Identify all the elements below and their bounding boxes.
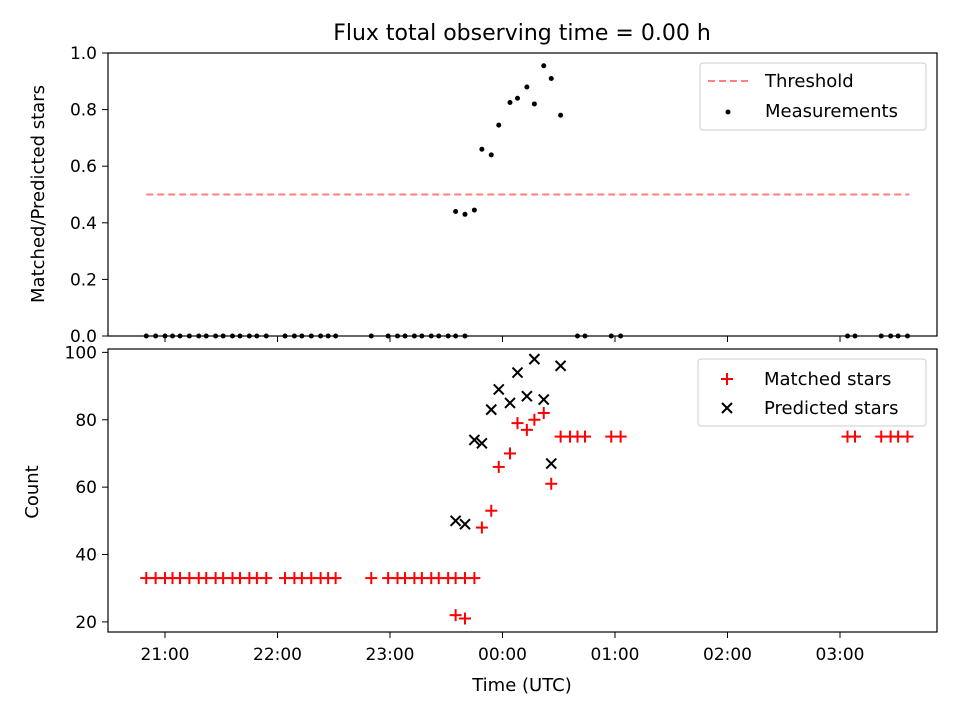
legend-predicted-label: Predicted stars bbox=[764, 398, 898, 419]
measurement-point bbox=[507, 100, 513, 106]
legend-matched-label: Matched stars bbox=[764, 369, 891, 390]
measurement-point bbox=[531, 101, 537, 107]
count-legend: Matched stars Predicted stars bbox=[697, 358, 927, 427]
measurement-point bbox=[471, 207, 477, 213]
count-y-tick-label: 40 bbox=[75, 546, 97, 566]
predicted-star-point bbox=[485, 403, 497, 416]
x-tick-label: 01:00 bbox=[591, 645, 640, 665]
predicted-star-point bbox=[449, 515, 462, 527]
predicted-star-point bbox=[468, 434, 481, 446]
ratio-y-tick-label: 0.6 bbox=[70, 157, 97, 177]
legend-matched-swatch bbox=[721, 373, 733, 385]
legend-measurements-swatch bbox=[725, 109, 731, 115]
predicted-star-point bbox=[545, 457, 557, 470]
matched-star-point bbox=[492, 460, 505, 473]
count-panel: 20 40 60 80 100 21:00 22:00 23:00 00:00 01:00 02:… bbox=[22, 343, 938, 696]
ratio-legend: Threshold Measurements bbox=[699, 62, 927, 131]
matched-star-point bbox=[260, 572, 273, 585]
count-plot-frame bbox=[107, 348, 938, 633]
measurement-point bbox=[558, 112, 564, 118]
ratio-panel: 0.0 0.2 0.4 0.6 0.8 1.0 Matched/Predicted sta… bbox=[28, 44, 938, 347]
matched-star-point bbox=[485, 504, 498, 517]
ratio-y-axis-label: Matched/Predicted stars bbox=[28, 85, 49, 303]
x-axis-label: Time (UTC) bbox=[471, 675, 572, 696]
x-tick-label: 22:00 bbox=[253, 645, 302, 665]
legend-predicted-swatch bbox=[721, 402, 733, 414]
matched-star-point bbox=[849, 430, 861, 443]
x-tick-label: 03:00 bbox=[816, 645, 865, 665]
predicted-star-point bbox=[554, 360, 567, 372]
matched-star-point bbox=[468, 572, 481, 585]
measurement-point bbox=[515, 95, 520, 101]
figure-title: Flux total observing time = 0.00 h bbox=[333, 21, 711, 46]
matched-star-point bbox=[614, 430, 627, 443]
matched-star-point bbox=[459, 612, 471, 625]
matched-star-point bbox=[449, 609, 462, 622]
matched-star-point bbox=[329, 572, 342, 585]
x-tick-label: 21:00 bbox=[141, 645, 190, 665]
ratio-y-tick-label: 0.2 bbox=[70, 270, 97, 290]
count-y-axis-label: Count bbox=[22, 465, 43, 518]
predicted-star-point bbox=[528, 353, 541, 365]
count-y-tick-label: 20 bbox=[75, 613, 97, 633]
matched-star-point bbox=[520, 423, 533, 436]
matched-star-point bbox=[365, 572, 378, 585]
matched-star-point bbox=[528, 413, 541, 426]
matched-star-point bbox=[537, 407, 550, 420]
matched-star-point bbox=[545, 477, 558, 490]
predicted-star-point bbox=[511, 366, 524, 379]
predicted-star-point bbox=[459, 518, 471, 530]
legend-threshold-label: Threshold bbox=[764, 71, 854, 92]
legend-measurements-label: Measurements bbox=[765, 101, 898, 122]
x-tick-label: 00:00 bbox=[478, 645, 527, 665]
matched-star-point bbox=[475, 521, 488, 534]
matched-star-point bbox=[504, 447, 516, 460]
measurement-point bbox=[479, 146, 485, 152]
matched-star-point bbox=[901, 430, 914, 443]
measurement-point bbox=[453, 208, 459, 214]
x-tick-label: 23:00 bbox=[366, 645, 415, 665]
count-y-tick-label: 100 bbox=[65, 343, 97, 363]
matched-star-point bbox=[511, 417, 524, 430]
ratio-y-tick-label: 0.4 bbox=[70, 214, 97, 234]
x-tick-label: 02:00 bbox=[703, 645, 752, 665]
measurement-point bbox=[488, 152, 494, 158]
ratio-y-tick-label: 0.8 bbox=[70, 101, 97, 121]
count-y-tick-label: 60 bbox=[75, 478, 97, 498]
measurement-point bbox=[548, 75, 554, 81]
measurement-point bbox=[524, 84, 530, 90]
predicted-star-point bbox=[493, 383, 505, 396]
predicted-star-point bbox=[521, 390, 533, 402]
measurement-point bbox=[462, 211, 468, 217]
ratio-plot-frame bbox=[107, 52, 938, 337]
matched-star-point bbox=[579, 430, 591, 443]
measurement-point bbox=[541, 63, 547, 69]
count-y-tick-label: 80 bbox=[75, 411, 97, 431]
measurement-point bbox=[496, 122, 502, 128]
predicted-star-point bbox=[538, 393, 550, 406]
ratio-y-tick-label: 1.0 bbox=[70, 44, 97, 64]
predicted-star-point bbox=[504, 397, 516, 409]
ratio-y-tick-label: 0.0 bbox=[70, 327, 97, 347]
predicted-star-point bbox=[476, 437, 488, 450]
